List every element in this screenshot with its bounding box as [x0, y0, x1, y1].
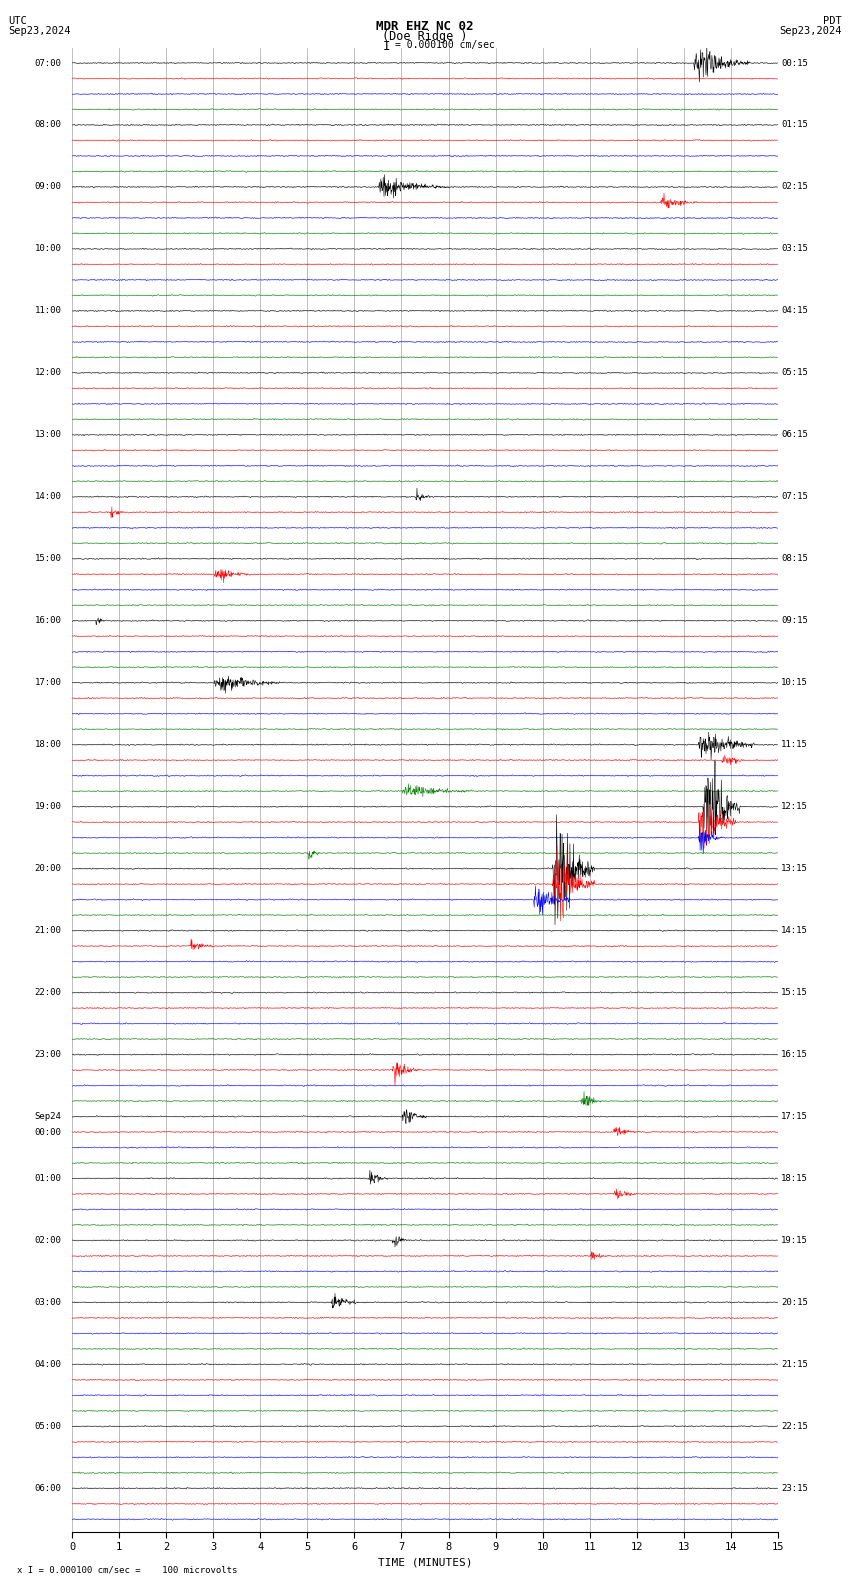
Text: Sep23,2024: Sep23,2024	[8, 25, 71, 36]
Text: 10:00: 10:00	[35, 244, 62, 253]
Text: 19:15: 19:15	[781, 1236, 808, 1245]
Text: 11:15: 11:15	[781, 740, 808, 749]
Text: 12:00: 12:00	[35, 369, 62, 377]
Text: 07:00: 07:00	[35, 59, 62, 68]
Text: 22:00: 22:00	[35, 988, 62, 996]
Text: 13:15: 13:15	[781, 865, 808, 873]
Text: 17:15: 17:15	[781, 1112, 808, 1121]
Text: 15:00: 15:00	[35, 554, 62, 564]
Text: PDT: PDT	[823, 16, 842, 25]
Text: 12:15: 12:15	[781, 802, 808, 811]
Text: 14:00: 14:00	[35, 493, 62, 501]
Text: 14:15: 14:15	[781, 927, 808, 935]
Text: 15:15: 15:15	[781, 988, 808, 996]
Text: 01:00: 01:00	[35, 1174, 62, 1183]
Text: 02:00: 02:00	[35, 1236, 62, 1245]
Text: x I = 0.000100 cm/sec =    100 microvolts: x I = 0.000100 cm/sec = 100 microvolts	[17, 1565, 237, 1574]
Text: UTC: UTC	[8, 16, 27, 25]
Text: 08:15: 08:15	[781, 554, 808, 564]
Text: 02:15: 02:15	[781, 182, 808, 192]
Text: 16:15: 16:15	[781, 1050, 808, 1060]
Text: 19:00: 19:00	[35, 802, 62, 811]
Text: 05:15: 05:15	[781, 369, 808, 377]
Text: 23:00: 23:00	[35, 1050, 62, 1060]
Text: 00:15: 00:15	[781, 59, 808, 68]
Text: 23:15: 23:15	[781, 1484, 808, 1492]
Text: 17:00: 17:00	[35, 678, 62, 687]
Text: 07:15: 07:15	[781, 493, 808, 501]
X-axis label: TIME (MINUTES): TIME (MINUTES)	[377, 1557, 473, 1568]
Text: MDR EHZ NC 02: MDR EHZ NC 02	[377, 19, 473, 33]
Text: 13:00: 13:00	[35, 431, 62, 439]
Text: (Doe Ridge ): (Doe Ridge )	[382, 30, 468, 43]
Text: 21:15: 21:15	[781, 1361, 808, 1369]
Text: Sep23,2024: Sep23,2024	[779, 25, 842, 36]
Text: 20:15: 20:15	[781, 1297, 808, 1307]
Text: 06:00: 06:00	[35, 1484, 62, 1492]
Text: 09:15: 09:15	[781, 616, 808, 626]
Text: 18:15: 18:15	[781, 1174, 808, 1183]
Text: 06:15: 06:15	[781, 431, 808, 439]
Text: 01:15: 01:15	[781, 120, 808, 130]
Text: 03:15: 03:15	[781, 244, 808, 253]
Text: = 0.000100 cm/sec: = 0.000100 cm/sec	[395, 40, 495, 51]
Text: 04:15: 04:15	[781, 306, 808, 315]
Text: 21:00: 21:00	[35, 927, 62, 935]
Text: Sep24: Sep24	[35, 1112, 62, 1121]
Text: 03:00: 03:00	[35, 1297, 62, 1307]
Text: 18:00: 18:00	[35, 740, 62, 749]
Text: 22:15: 22:15	[781, 1422, 808, 1430]
Text: 08:00: 08:00	[35, 120, 62, 130]
Text: 10:15: 10:15	[781, 678, 808, 687]
Text: 00:00: 00:00	[35, 1128, 62, 1136]
Text: 11:00: 11:00	[35, 306, 62, 315]
Text: 16:00: 16:00	[35, 616, 62, 626]
Text: I: I	[383, 40, 390, 54]
Text: 04:00: 04:00	[35, 1361, 62, 1369]
Text: 20:00: 20:00	[35, 865, 62, 873]
Text: 05:00: 05:00	[35, 1422, 62, 1430]
Text: 09:00: 09:00	[35, 182, 62, 192]
